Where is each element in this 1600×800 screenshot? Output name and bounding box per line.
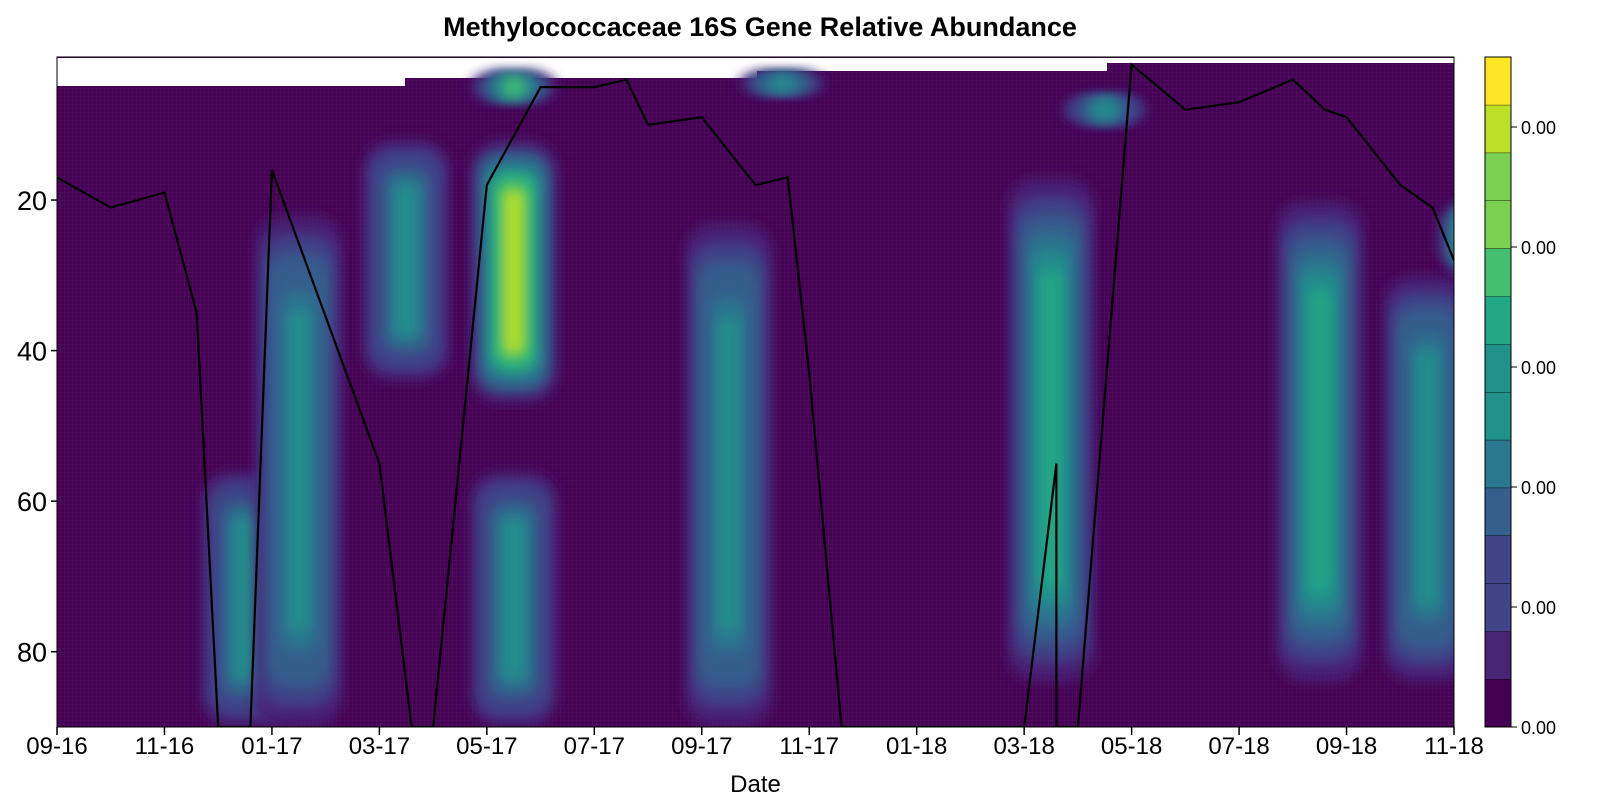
colorbar-band-5 (1485, 439, 1511, 488)
chart-title: Methylococcaceae 16S Gene Relative Abund… (443, 12, 1077, 42)
y-tick-label-1: 40 (17, 337, 47, 367)
contour-hotspot-9 (1060, 94, 1150, 125)
colorbar-band-10 (1485, 200, 1511, 249)
colorbar-band-2 (1485, 583, 1511, 632)
y-tick-label-2: 60 (17, 487, 47, 517)
x-tick-label-13: 11-18 (1424, 733, 1484, 760)
unsampled-region-1 (405, 58, 757, 78)
contour-hotspot-2 (361, 139, 451, 381)
colorbar-band-3 (1485, 535, 1511, 584)
contour-hotspot-5 (469, 72, 559, 103)
x-tick-label-9: 03-18 (993, 733, 1054, 760)
contour-hotspot-3 (469, 139, 559, 404)
x-axis-title: Date (730, 771, 781, 798)
x-tick-label-6: 09-17 (671, 733, 732, 760)
unsampled-region-0 (57, 58, 405, 86)
colorbar-band-1 (1485, 631, 1511, 680)
colorbar-band-4 (1485, 487, 1511, 536)
colorbar-band-8 (1485, 296, 1511, 345)
colorbar-frame (1484, 56, 1512, 728)
contour-hotspot-12 (1436, 202, 1454, 273)
contour-hotspot-8 (1006, 177, 1096, 682)
colorbar-tick-label-5: 0.00 (1521, 118, 1556, 138)
plot-frame (56, 56, 1455, 728)
contour-hotspot-4 (469, 471, 559, 727)
colorbar-band-6 (1485, 392, 1511, 440)
x-tick-label-8: 01-18 (886, 733, 947, 760)
x-tick-label-1: 11-16 (135, 733, 195, 760)
colorbar-band-9 (1485, 248, 1511, 297)
contour-hotspot-1 (254, 215, 344, 727)
x-tick-label-0: 09-16 (26, 733, 87, 760)
axes: 09-16 11-16 01-17 03-17 05-17 07-17 09-17 11-17… (17, 56, 1484, 798)
x-tick-label-10: 05-18 (1101, 733, 1162, 760)
y-tick-label-0: 20 (17, 186, 47, 216)
x-tick-label-3: 03-17 (349, 733, 410, 760)
x-tick-label-2: 01-17 (241, 733, 302, 760)
x-tick-label-4: 05-17 (456, 733, 517, 760)
colorbar-band-11 (1485, 152, 1511, 201)
colorbar-tick-label-3: 0.00 (1521, 358, 1556, 378)
contour-hotspot-6 (684, 222, 773, 727)
colorbar-band-13 (1485, 57, 1511, 105)
depth-line (57, 62, 1454, 727)
contour-hotspot-7 (738, 72, 827, 95)
x-tick-label-11: 07-18 (1208, 733, 1269, 760)
unsampled-region-2 (757, 58, 1107, 71)
contour-hotspot-11 (1382, 275, 1454, 682)
unsampled-region-3 (1107, 58, 1454, 63)
depth-line-series (57, 62, 1454, 727)
colorbar-tick-label-0: 0.00 (1521, 718, 1556, 738)
colorbar-tick-label-1: 0.00 (1521, 598, 1556, 618)
x-tick-label-7: 11-17 (779, 733, 839, 760)
contour-hotspot-10 (1275, 200, 1364, 682)
colorbar-band-12 (1485, 104, 1511, 153)
colorbar: 0.00 0.00 0.00 0.00 0.00 0.00 (1484, 56, 1556, 738)
colorbar-tick-label-2: 0.00 (1521, 478, 1556, 498)
x-tick-label-5: 07-17 (564, 733, 625, 760)
colorbar-tick-label-4: 0.00 (1521, 238, 1556, 258)
x-tick-label-12: 09-18 (1316, 733, 1377, 760)
y-tick-label-3: 80 (17, 638, 47, 668)
colorbar-band-0 (1485, 679, 1511, 727)
colorbar-band-7 (1485, 344, 1511, 392)
